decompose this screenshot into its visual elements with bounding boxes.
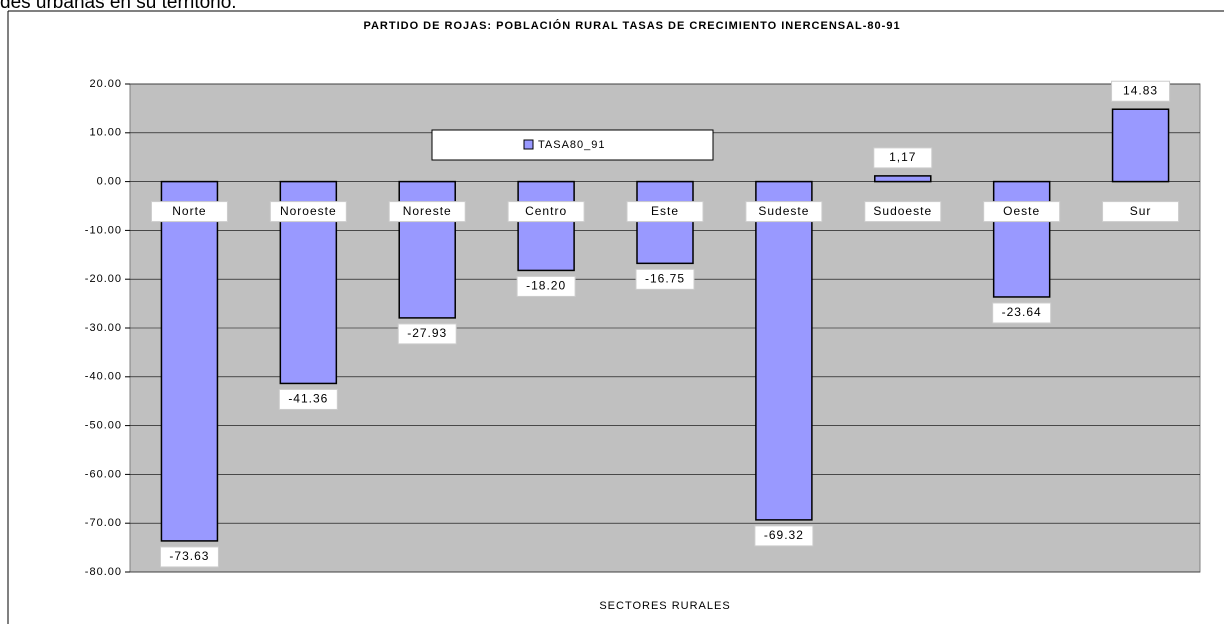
data-label-box — [397, 323, 457, 345]
x-tick-label-box — [745, 201, 823, 223]
x-tick-label-box — [150, 201, 228, 223]
data-label: -69.32 — [764, 528, 804, 542]
x-tick-label: Sur — [1130, 204, 1152, 218]
data-label: -41.36 — [288, 392, 328, 406]
y-tick-label: -80.00 — [85, 566, 122, 578]
y-tick-label: 0.00 — [97, 176, 122, 188]
y-tick-label: 20.00 — [89, 78, 122, 90]
x-axis-label: SECTORES RURALES — [599, 600, 730, 612]
data-label: -73.63 — [169, 549, 209, 563]
x-tick-label-box — [388, 201, 466, 223]
bar — [1111, 108, 1170, 183]
data-label: -16.75 — [645, 272, 685, 286]
y-tick-label: -70.00 — [85, 517, 122, 529]
data-label-box — [754, 525, 814, 547]
x-tick-label: Norte — [172, 204, 206, 218]
x-tick-label: Sudeste — [758, 204, 809, 218]
bar — [160, 180, 219, 542]
data-label-box — [516, 275, 576, 297]
bar — [755, 180, 813, 521]
x-tick-label-box — [1102, 201, 1180, 223]
y-tick-label: -60.00 — [85, 468, 122, 480]
header-text: des urbanas en su territorio. — [0, 0, 237, 13]
data-label: -18.20 — [526, 279, 566, 293]
y-tick-label: -10.00 — [85, 224, 122, 236]
bar — [992, 180, 1051, 298]
data-label-box — [992, 302, 1052, 324]
x-tick-label-box — [864, 201, 942, 223]
legend-box — [431, 129, 714, 161]
data-label-box — [278, 388, 338, 410]
data-label-box — [1111, 80, 1171, 102]
x-tick-label: Este — [651, 204, 679, 218]
y-tick-label: -40.00 — [85, 371, 122, 383]
y-tick-label: -50.00 — [85, 420, 122, 432]
x-tick-label-box — [626, 201, 704, 223]
y-tick-label: -30.00 — [85, 322, 122, 334]
x-tick-label-box — [983, 201, 1061, 223]
x-tick-label: Noroeste — [280, 204, 337, 218]
data-label: 1,17 — [889, 150, 916, 164]
legend-label: TASA80_91 — [538, 139, 606, 151]
x-tick-label: Oeste — [1003, 204, 1040, 218]
data-label-box — [873, 147, 933, 169]
bar — [874, 175, 932, 183]
data-label: -23.64 — [1002, 305, 1042, 319]
chart-title: PARTIDO DE ROJAS: POBLACIÓN RURAL TASAS … — [363, 19, 900, 32]
bar — [636, 180, 694, 265]
x-tick-label-box — [507, 201, 585, 223]
data-label: -27.93 — [407, 326, 447, 340]
y-tick-label: 10.00 — [89, 127, 122, 139]
y-tick-label: -20.00 — [85, 273, 122, 285]
data-label-box — [159, 546, 219, 568]
x-tick-label-box — [269, 201, 347, 223]
x-tick-label: Noreste — [403, 204, 452, 218]
data-label: 14.83 — [1123, 83, 1158, 97]
bar — [517, 180, 575, 272]
data-label-box — [635, 268, 695, 290]
legend-swatch — [523, 139, 534, 150]
x-tick-label: Centro — [525, 204, 567, 218]
x-tick-label: Sudoeste — [873, 204, 932, 218]
